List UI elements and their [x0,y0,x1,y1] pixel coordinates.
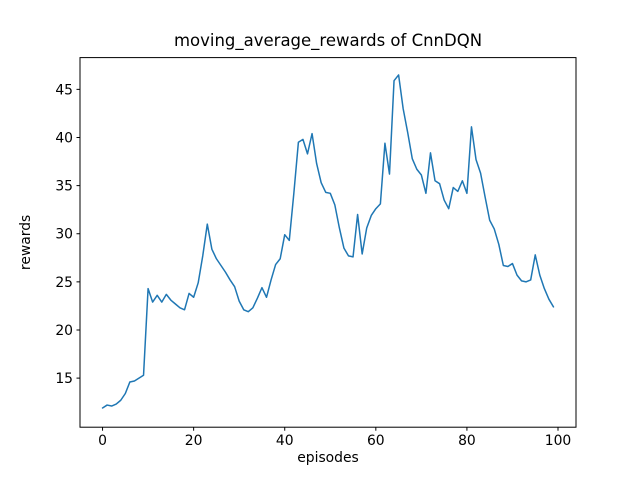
x-axis-label: episodes [297,450,359,466]
y-tick-label: 15 [55,371,73,387]
axes-frame [79,57,577,428]
x-tick-label: 20 [185,433,203,449]
chart-title: moving_average_rewards of CnnDQN [174,31,482,51]
x-tick-label: 60 [367,433,385,449]
y-tick-label: 30 [55,227,73,243]
y-tick-label: 35 [55,179,73,195]
x-tick-label: 80 [458,433,476,449]
series-line-moving_average_rewards [101,74,555,409]
x-tick-label: 0 [98,433,107,449]
y-tick-label: 40 [55,130,73,146]
y-axis-label: rewards [18,215,34,270]
plot-area: 0 20 40 60 80 100 15 20 25 30 35 40 45 [55,57,577,449]
y-tick-label: 20 [55,323,73,339]
y-tick-label: 45 [55,82,73,98]
x-tick-label: 40 [276,433,294,449]
y-tick-label: 25 [55,275,73,291]
x-tick-label: 100 [545,433,572,449]
